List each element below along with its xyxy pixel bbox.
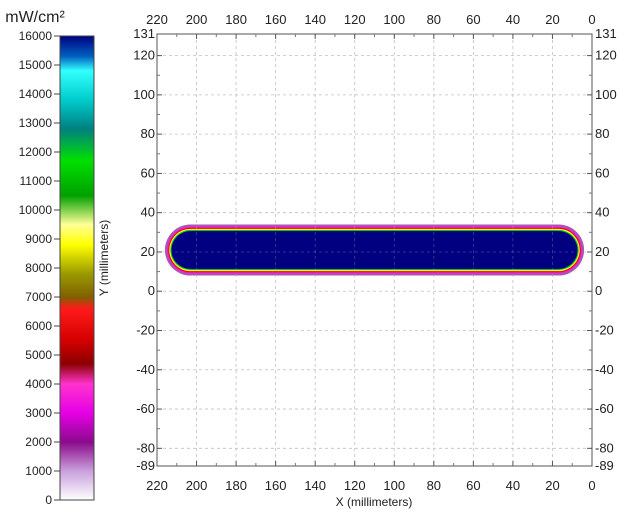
y-tick-label-right: 60 [595,165,609,180]
x-axis-label: X (millimeters) [336,495,413,509]
y-tick-label-left: -89 [136,458,155,473]
colorbar-tick-label: 15000 [19,58,53,72]
hotspot-contour [171,230,578,270]
x-tick-label-bottom: 180 [225,478,247,493]
y-tick-label-left: 100 [133,87,155,102]
x-tick-label-top: 220 [146,12,168,27]
y-tick-label-left: -80 [136,440,155,455]
colorbar-tick-label: 16000 [19,29,53,43]
y-tick-label-left: -40 [136,362,155,377]
y-tick-label-right: 100 [595,87,617,102]
y-tick-label-left: 20 [141,244,155,259]
y-tick-label-left: -20 [136,323,155,338]
hotspot-band [164,224,585,276]
colorbar-tick-label: 9000 [25,232,52,246]
y-tick-label-right: 120 [595,48,617,63]
y-tick-label-right: 131 [595,26,617,41]
x-tick-label-top: 100 [383,12,405,27]
y-tick-label-right: -40 [595,362,614,377]
y-tick-label-left: 120 [133,48,155,63]
x-tick-label-bottom: 200 [186,478,208,493]
colorbar-tick-label: 6000 [25,319,52,333]
y-tick-label-left: 0 [148,283,155,298]
y-tick-label-right: 0 [595,283,602,298]
x-tick-label-bottom: 40 [506,478,520,493]
colorbar-tick-label: 11000 [20,174,53,188]
colorbar-tick-label: 0 [45,493,52,507]
colorbar-tick-label: 13000 [19,116,53,130]
x-tick-label-top: 200 [186,12,208,27]
x-tick-label-top: 80 [427,12,441,27]
colorbar-tick-label: 5000 [25,348,52,362]
colorbar-tick-label: 2000 [25,435,52,449]
y-tick-label-left: 60 [141,165,155,180]
colorbar-unit: mW/cm² [5,9,65,26]
axis-ticks: 2202202002001801801601601401401201201001… [133,12,616,493]
colorbar-tick-label: 3000 [25,406,52,420]
x-tick-label-bottom: 0 [588,478,595,493]
colorbar-tick-label: 14000 [19,87,53,101]
x-tick-label-top: 160 [265,12,287,27]
x-tick-label-bottom: 120 [344,478,366,493]
colorbar-tick-label: 7000 [25,290,52,304]
x-tick-label-bottom: 140 [304,478,326,493]
x-tick-label-bottom: 100 [383,478,405,493]
x-tick-label-bottom: 80 [427,478,441,493]
x-tick-label-bottom: 220 [146,478,168,493]
y-axis-label: Y (millimeters) [97,220,111,296]
x-tick-label-bottom: 20 [545,478,559,493]
x-tick-label-top: 20 [545,12,559,27]
gridlines-overlay [157,34,592,466]
x-tick-label-top: 0 [588,12,595,27]
y-tick-label-right: -80 [595,440,614,455]
x-tick-label-top: 140 [304,12,326,27]
x-tick-label-top: 180 [225,12,247,27]
y-tick-label-right: 80 [595,126,609,141]
y-tick-label-right: -60 [595,401,614,416]
x-tick-label-top: 60 [466,12,480,27]
y-tick-label-right: 20 [595,244,609,259]
x-tick-label-top: 120 [344,12,366,27]
y-tick-label-left: -60 [136,401,155,416]
x-tick-label-top: 40 [506,12,520,27]
y-tick-label-left: 40 [141,205,155,220]
heatmap-plot: 2202202002001801801601601401401201201001… [97,12,617,509]
x-tick-label-bottom: 60 [466,478,480,493]
y-tick-label-right: -20 [595,323,614,338]
y-tick-label-right: -89 [595,458,614,473]
colorbar-tick-label: 4000 [25,377,52,391]
colorbar: mW/cm² 0 1000 2000 3000 4000 5000 6000 7000 8000… [5,9,95,507]
colorbar-tick-label: 12000 [19,145,53,159]
colorbar-tick-label: 1000 [25,464,52,478]
colorbar-tick-label: 10000 [19,203,53,217]
y-tick-label-left: 131 [133,26,155,41]
colorbar-ticks: 0 1000 2000 3000 4000 5000 6000 7000 8000 9000 100… [19,29,60,507]
x-tick-label-bottom: 160 [265,478,287,493]
y-tick-label-right: 40 [595,205,609,220]
colorbar-tick-label: 8000 [25,261,52,275]
colorbar-scale [59,35,95,501]
y-tick-label-left: 80 [141,126,155,141]
